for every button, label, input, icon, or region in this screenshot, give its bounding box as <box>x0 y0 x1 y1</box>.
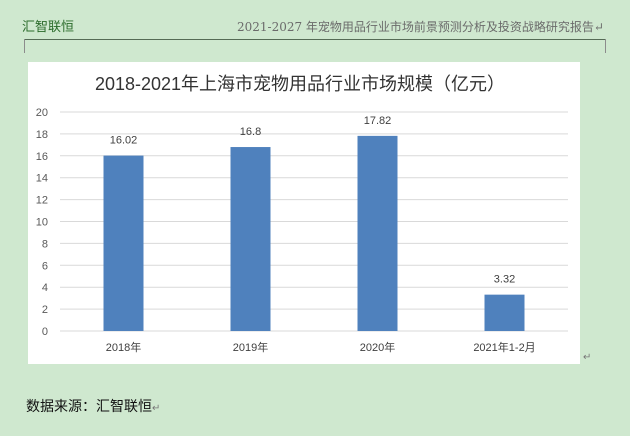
paragraph-mark: ↵ <box>583 352 592 363</box>
source-paragraph-mark: ↵ <box>152 403 161 414</box>
x-tick-label: 2021年1-2月 <box>473 340 535 354</box>
bar-value-label: 3.32 <box>494 274 515 286</box>
y-tick-label: 2 <box>42 304 48 316</box>
header-rule <box>24 39 606 40</box>
data-source-label: 数据来源：汇智联恒 <box>26 399 152 415</box>
y-tick-label: 10 <box>36 217 48 229</box>
y-tick-label: 16 <box>36 151 48 163</box>
bar-value-label: 16.02 <box>110 135 138 147</box>
crop-mark-left <box>0 39 25 53</box>
bar[interactable] <box>230 147 271 331</box>
y-tick-label: 18 <box>36 129 48 141</box>
x-tick-label: 2019年 <box>233 340 268 354</box>
crop-mark-right <box>605 39 630 53</box>
bar-value-label: 16.8 <box>240 126 261 138</box>
y-tick-label: 4 <box>42 282 48 294</box>
data-source: 数据来源：汇智联恒↵ <box>26 396 160 416</box>
bar-value-label: 17.82 <box>364 115 392 127</box>
bar[interactable] <box>484 294 525 331</box>
x-tick-label: 2018年 <box>106 340 141 354</box>
bar[interactable] <box>357 135 398 331</box>
y-tick-label: 6 <box>42 260 48 272</box>
y-tick-label: 14 <box>36 173 48 185</box>
bar-chart: 2018-2021年上海市宠物用品行业市场规模（亿元） 0 2 4 6 8 10 12 14 1… <box>36 74 568 354</box>
chart-area[interactable]: 2018-2021年上海市宠物用品行业市场规模（亿元） 0 2 4 6 8 10 12 14 1… <box>28 62 580 364</box>
header-left-title: 汇智联恒 <box>22 20 75 35</box>
y-tick-label: 0 <box>42 326 48 338</box>
y-tick-label: 12 <box>36 195 48 207</box>
y-tick-label: 20 <box>36 107 48 119</box>
y-tick-label: 8 <box>42 238 48 250</box>
header-report-title: 2021-2027 年宠物用品行业市场前景预测分析及投资战略研究报告↵ <box>236 20 604 34</box>
chart-title: 2018-2021年上海市宠物用品行业市场规模（亿元） <box>95 74 505 94</box>
x-tick-label: 2020年 <box>360 340 395 354</box>
bar[interactable] <box>103 155 144 331</box>
